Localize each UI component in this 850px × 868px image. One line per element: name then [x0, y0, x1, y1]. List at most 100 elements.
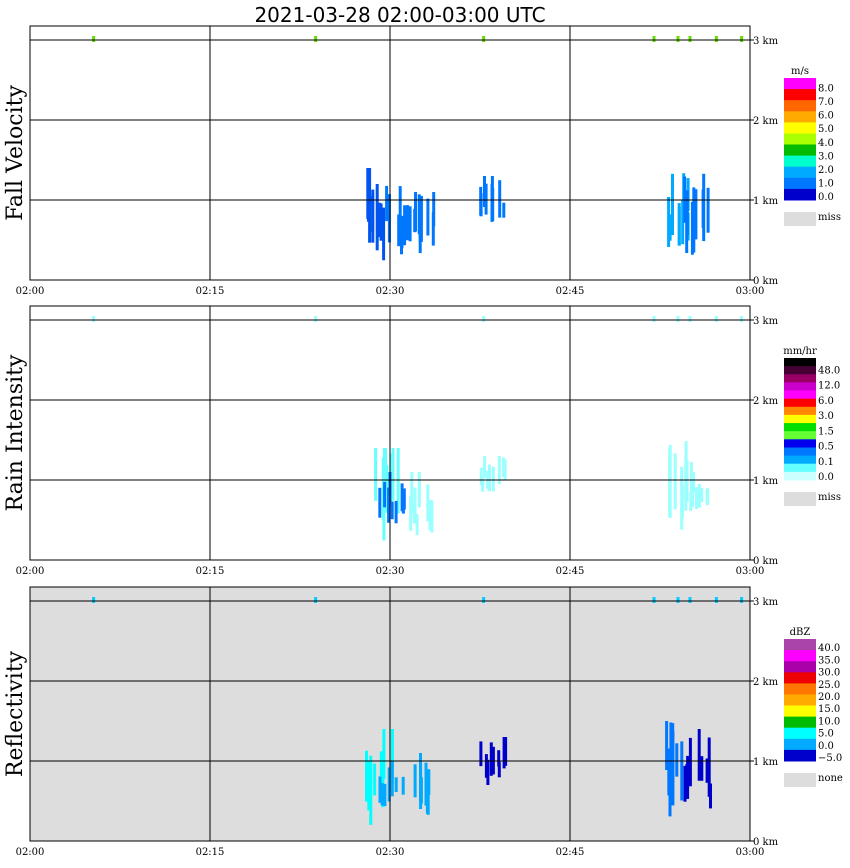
- colorbar-label: 20.0: [818, 692, 840, 703]
- colorbar-label: 8.0: [818, 84, 834, 95]
- echo-streak: [689, 491, 693, 511]
- echo-streak: [369, 755, 373, 825]
- top-echo-mark: [676, 36, 680, 42]
- colorbar-swatch: [784, 390, 816, 400]
- echo-streak: [394, 777, 398, 792]
- colorbar-label: 0.1: [818, 457, 834, 468]
- colorbar-swatch: [784, 749, 816, 762]
- echo-streak: [374, 448, 378, 501]
- echo-cluster: [413, 753, 431, 815]
- echo-streak: [412, 503, 416, 524]
- echo-streak: [671, 723, 675, 783]
- colorbar-swatch: [784, 382, 816, 391]
- echo-cluster: [385, 185, 412, 255]
- colorbar-swatch: [784, 166, 816, 179]
- echo-streak: [691, 484, 694, 508]
- y-tick-label: 0 km: [753, 837, 779, 848]
- echo-streak: [685, 218, 689, 253]
- y-tick-label: 2 km: [753, 396, 779, 407]
- echo-streak: [430, 500, 434, 533]
- echo-streak: [503, 459, 507, 480]
- colorbar-label: 25.0: [818, 680, 840, 691]
- colorbar-label: 6.0: [818, 111, 834, 122]
- echo-cluster: [409, 472, 434, 536]
- y-tick-label: 3 km: [753, 316, 779, 327]
- echo-streak: [403, 205, 407, 246]
- top-echo-mark: [740, 597, 744, 603]
- x-tick-label: 02:00: [16, 847, 45, 858]
- panels: 02:00 02:15 02:30 02:45 03:000 km1 km2 km3 k…: [3, 25, 843, 858]
- colorbar-label: 30.0: [818, 668, 840, 679]
- x-tick-label: 02:00: [16, 566, 45, 577]
- echo-streak: [700, 756, 704, 781]
- top-echo-mark: [740, 316, 744, 322]
- colorbar-label: 3.0: [818, 151, 834, 162]
- echo-streak: [484, 183, 488, 215]
- colorbar-swatch: [784, 463, 816, 473]
- y-tick-label: 0 km: [753, 276, 779, 287]
- plot-frame: [29, 25, 751, 281]
- top-echo-mark: [314, 36, 318, 42]
- top-echo-mark: [688, 316, 692, 322]
- echo-streak: [690, 201, 694, 255]
- top-echo-mark: [714, 597, 718, 603]
- top-echo-mark: [652, 597, 656, 603]
- echo-streak: [417, 194, 421, 235]
- x-tick-label: 02:45: [556, 566, 585, 577]
- colorbar-swatch: [784, 155, 816, 168]
- colorbar-swatch: [784, 455, 816, 465]
- echo-streak: [382, 207, 386, 261]
- x-tick-label: 02:15: [196, 286, 225, 297]
- colorbar-swatch: [784, 738, 816, 751]
- colorbar-miss-label: none: [818, 773, 843, 784]
- x-tick-label: 02:45: [556, 286, 585, 297]
- colorbar-label: 5.0: [818, 729, 834, 740]
- x-tick-label: 02:30: [376, 286, 405, 297]
- y-tick-label: 2 km: [753, 677, 779, 688]
- echo-streak: [673, 453, 677, 510]
- echo-streak: [484, 754, 488, 778]
- colorbar-swatch: [784, 188, 816, 201]
- echo-streak: [681, 200, 685, 245]
- echo-streak: [431, 212, 435, 246]
- echo-cluster: [665, 721, 684, 817]
- colorbar-swatch: [784, 431, 816, 440]
- echo-streak: [417, 472, 421, 508]
- colorbar-label: 3.0: [818, 411, 834, 422]
- echo-streak: [502, 737, 506, 769]
- colorbar-unit: dBZ: [790, 627, 811, 638]
- echo-cluster: [378, 761, 405, 807]
- colorbar: dBZ 40.035.0 30.025.020.015.010.0 5.00.0−5.…: [784, 627, 843, 787]
- echo-streak: [365, 761, 369, 796]
- echo-streak: [685, 764, 689, 790]
- colorbar-swatch: [784, 100, 816, 112]
- echo-streak: [491, 187, 495, 221]
- colorbar-unit: mm/hr: [783, 346, 817, 357]
- colorbar-swatch: [784, 439, 816, 448]
- colorbar-miss-label: miss: [818, 492, 841, 503]
- echo-streak: [390, 761, 394, 797]
- x-tick-label: 02:30: [376, 566, 405, 577]
- echo-streak: [390, 729, 394, 785]
- colorbar-label: 1.5: [818, 426, 834, 437]
- echo-streak: [706, 187, 710, 233]
- echo-streak: [706, 488, 710, 506]
- x-tick-label: 02:30: [376, 847, 405, 858]
- echo-streak: [410, 472, 414, 513]
- echo-streak: [378, 487, 382, 518]
- colorbar-miss-swatch: [784, 492, 816, 506]
- echo-streak: [396, 448, 400, 514]
- x-tick-label: 03:00: [736, 847, 765, 858]
- top-echo-mark: [92, 316, 96, 322]
- x-tick-label: 03:00: [736, 286, 765, 297]
- top-echo-mark: [314, 597, 318, 603]
- echo-streak: [367, 760, 371, 811]
- colorbar-swatch: [784, 89, 816, 101]
- colorbar-label: −5.0: [818, 753, 842, 764]
- colorbar-label: 12.0: [818, 381, 840, 392]
- echo-streak: [497, 750, 501, 767]
- top-echo-mark: [652, 36, 656, 42]
- echo-streak: [428, 500, 432, 531]
- echo-streak: [497, 456, 501, 485]
